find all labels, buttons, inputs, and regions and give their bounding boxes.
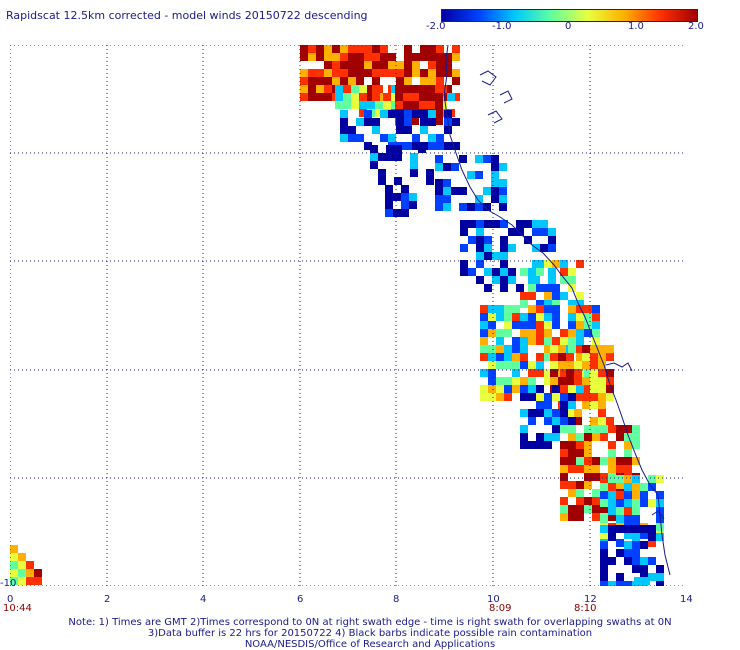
colorbar-tick-label: -1.0 bbox=[492, 21, 512, 32]
footnote-line: Note: 1) Times are GMT 2)Times correspon… bbox=[68, 617, 672, 628]
x-tick-label: 2 bbox=[104, 594, 110, 605]
footnote-line: 3)Data buffer is 22 hrs for 20150722 4) … bbox=[147, 628, 593, 639]
x-tick-label: 0 bbox=[7, 594, 13, 605]
map-plot: 0 -2 -4 -6 -8 bbox=[10, 45, 686, 586]
x-tick-label: 10 bbox=[487, 594, 500, 605]
coastline bbox=[443, 45, 671, 576]
x-tick-label: 4 bbox=[200, 594, 206, 605]
colorbar-tick-label: 2.0 bbox=[688, 21, 704, 32]
gridlines bbox=[10, 45, 686, 586]
map-title: Rapidscat 12.5km corrected - model winds… bbox=[6, 9, 368, 22]
x-tick-label: 14 bbox=[680, 594, 693, 605]
x-tick-label: 6 bbox=[297, 594, 303, 605]
x-tick-label: 12 bbox=[584, 594, 597, 605]
swath-time-label: 10:44 bbox=[3, 603, 32, 614]
y-tick-label: -10 bbox=[0, 578, 16, 589]
x-axis-labels: -10 0 2 4 6 8 10 12 14 10:44 8:09 8:10 bbox=[0, 578, 693, 614]
colorbar-tick-label: -2.0 bbox=[426, 21, 446, 32]
colorbar-tick-label: 0 bbox=[565, 21, 572, 32]
swath-time-label: 8:09 bbox=[489, 603, 511, 614]
swath-time-label: 8:10 bbox=[574, 603, 596, 614]
colorbar bbox=[441, 9, 698, 22]
wind-difference-cells bbox=[10, 45, 664, 586]
colorbar-tick-label: 1.0 bbox=[628, 21, 644, 32]
footnote-line: NOAA/NESDIS/Office of Research and Appli… bbox=[244, 639, 496, 650]
x-tick-label: 8 bbox=[393, 594, 399, 605]
